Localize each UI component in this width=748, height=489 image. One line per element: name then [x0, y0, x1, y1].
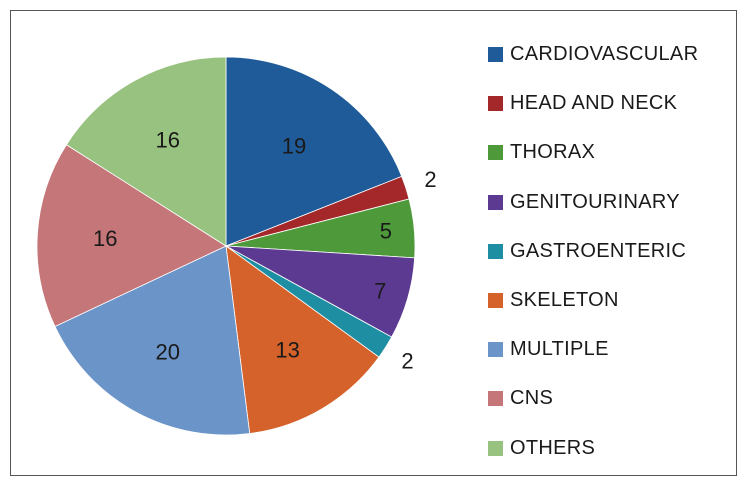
data-label-thorax: 5 — [380, 218, 392, 243]
data-label-multiple: 20 — [155, 339, 179, 364]
data-label-head-and-neck: 2 — [424, 167, 436, 192]
pie-slice-skeleton — [225, 245, 380, 434]
legend-swatch — [488, 293, 503, 309]
legend-item-skeleton: SKELETON — [488, 276, 698, 325]
legend-label: CNS — [510, 387, 554, 410]
pie-slice-others — [65, 56, 227, 247]
legend-item-cardiovascular: CARDIOVASCULAR — [488, 30, 698, 79]
legend-label: HEAD AND NECK — [510, 92, 678, 115]
pie-slice-cardiovascular — [225, 56, 403, 247]
chart-legend: CARDIOVASCULAR HEAD AND NECK THORAX GENITOU… — [488, 30, 698, 473]
legend-swatch — [488, 342, 503, 358]
legend-label: GENITOURINARY — [510, 190, 680, 213]
legend-item-multiple: MULTIPLE — [488, 325, 698, 374]
legend-swatch — [488, 243, 503, 259]
legend-swatch — [488, 96, 503, 112]
legend-swatch — [488, 440, 503, 456]
legend-item-thorax: THORAX — [488, 128, 698, 177]
legend-item-others: OTHERS — [488, 424, 698, 473]
legend-swatch — [488, 391, 503, 407]
legend-label: THORAX — [510, 141, 596, 164]
data-label-cns: 16 — [93, 226, 117, 251]
legend-item-genitourinary: GENITOURINARY — [488, 178, 698, 227]
legend-label: CARDIOVASCULAR — [510, 43, 699, 66]
data-label-cardiovascular: 19 — [282, 133, 306, 158]
legend-swatch — [488, 47, 503, 63]
data-label-genitourinary: 7 — [374, 278, 386, 303]
legend-item-head-and-neck: HEAD AND NECK — [488, 79, 698, 128]
legend-label: GASTROENTERIC — [510, 239, 687, 262]
data-label-skeleton: 13 — [275, 338, 299, 363]
legend-swatch — [488, 145, 503, 161]
pie-slices — [36, 56, 416, 436]
legend-label: SKELETON — [510, 289, 619, 312]
pie-slice-cns — [36, 144, 227, 328]
legend-label: MULTIPLE — [510, 338, 609, 361]
legend-label: OTHERS — [510, 436, 596, 459]
pie-data-labels: 19 2 5 7 2 13 20 16 16 — [93, 128, 437, 374]
pie-slice-multiple — [54, 245, 251, 436]
legend-item-gastroenteric: GASTROENTERIC — [488, 227, 698, 276]
legend-item-cns: CNS — [488, 374, 698, 423]
data-label-others: 16 — [155, 128, 179, 153]
data-label-gastroenteric: 2 — [401, 349, 413, 374]
legend-swatch — [488, 194, 503, 210]
